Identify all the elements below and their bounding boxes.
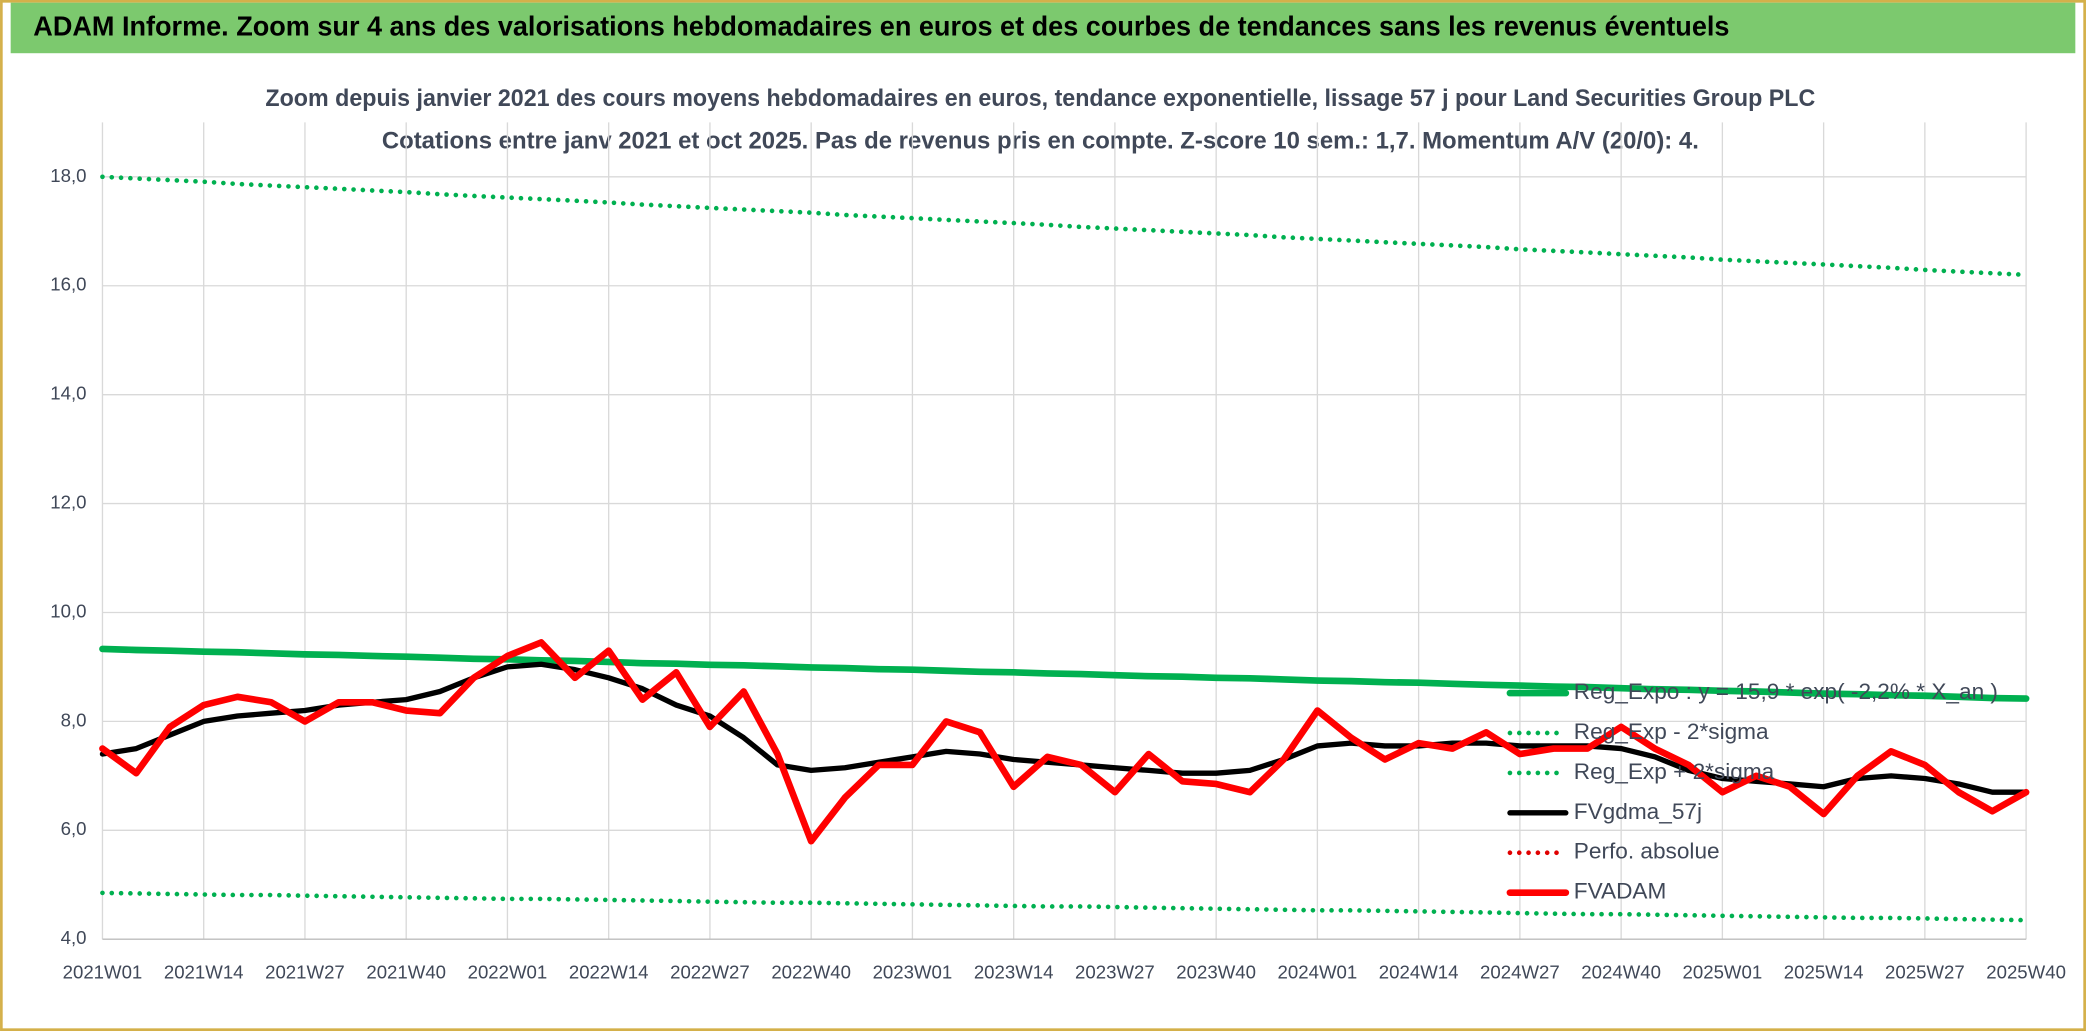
legend-label: Reg_Exp - 2*sigma (1574, 719, 1769, 744)
legend-label: FVADAM (1574, 879, 1667, 904)
x-tick-label: 2025W01 (1683, 962, 1763, 983)
y-tick-label: 6,0 (61, 818, 87, 839)
header-title: ADAM Informe. Zoom sur 4 ans des valoris… (33, 10, 1729, 41)
y-tick-label: 8,0 (61, 709, 87, 730)
x-tick-label: 2023W01 (873, 962, 953, 983)
header-bar (10, 2, 2076, 54)
x-tick-label: 2021W27 (265, 962, 345, 983)
x-tick-label: 2024W14 (1379, 962, 1459, 983)
series-line (99, 645, 2030, 702)
x-tick-label: 2024W40 (1581, 962, 1661, 983)
y-tick-label: 16,0 (50, 274, 86, 295)
legend-label: Reg_Exp + 2*sigma (1574, 759, 1775, 784)
x-tick-label: 2024W01 (1278, 962, 1358, 983)
legend-label: Perfo. absolue (1574, 839, 1720, 864)
x-tick-label: 2022W40 (771, 962, 851, 983)
x-tick-label: 2025W14 (1784, 962, 1864, 983)
legend-label: FVgdma_57j (1574, 799, 1702, 824)
x-tick-label: 2023W27 (1075, 962, 1155, 983)
y-tick-label: 12,0 (50, 491, 86, 512)
x-tick-label: 2023W40 (1176, 962, 1256, 983)
x-tick-label: 2025W40 (1986, 962, 2066, 983)
y-tick-label: 14,0 (50, 383, 86, 404)
x-tick-label: 2021W01 (63, 962, 143, 983)
y-tick-label: 18,0 (50, 165, 86, 186)
series-line (99, 639, 2030, 845)
x-tick-label: 2021W40 (366, 962, 446, 983)
y-tick-label: 10,0 (50, 600, 86, 621)
x-tick-label: 2024W27 (1480, 962, 1560, 983)
subtitle: Cotations entre janv 2021 et oct 2025. P… (382, 128, 1699, 155)
x-tick-label: 2025W27 (1885, 962, 1965, 983)
series-line (100, 890, 2029, 923)
x-tick-label: 2022W01 (468, 962, 548, 983)
x-tick-label: 2021W14 (164, 962, 244, 983)
y-tick-label: 4,0 (61, 927, 87, 948)
x-tick-label: 2022W14 (569, 962, 649, 983)
x-tick-label: 2023W14 (974, 962, 1054, 983)
legend-label: Reg_Expo : y = 15,9 * exp( -2,2% * X_an … (1574, 679, 1998, 704)
x-tick-label: 2022W27 (670, 962, 750, 983)
subtitle: Zoom depuis janvier 2021 des cours moyen… (265, 85, 1815, 112)
